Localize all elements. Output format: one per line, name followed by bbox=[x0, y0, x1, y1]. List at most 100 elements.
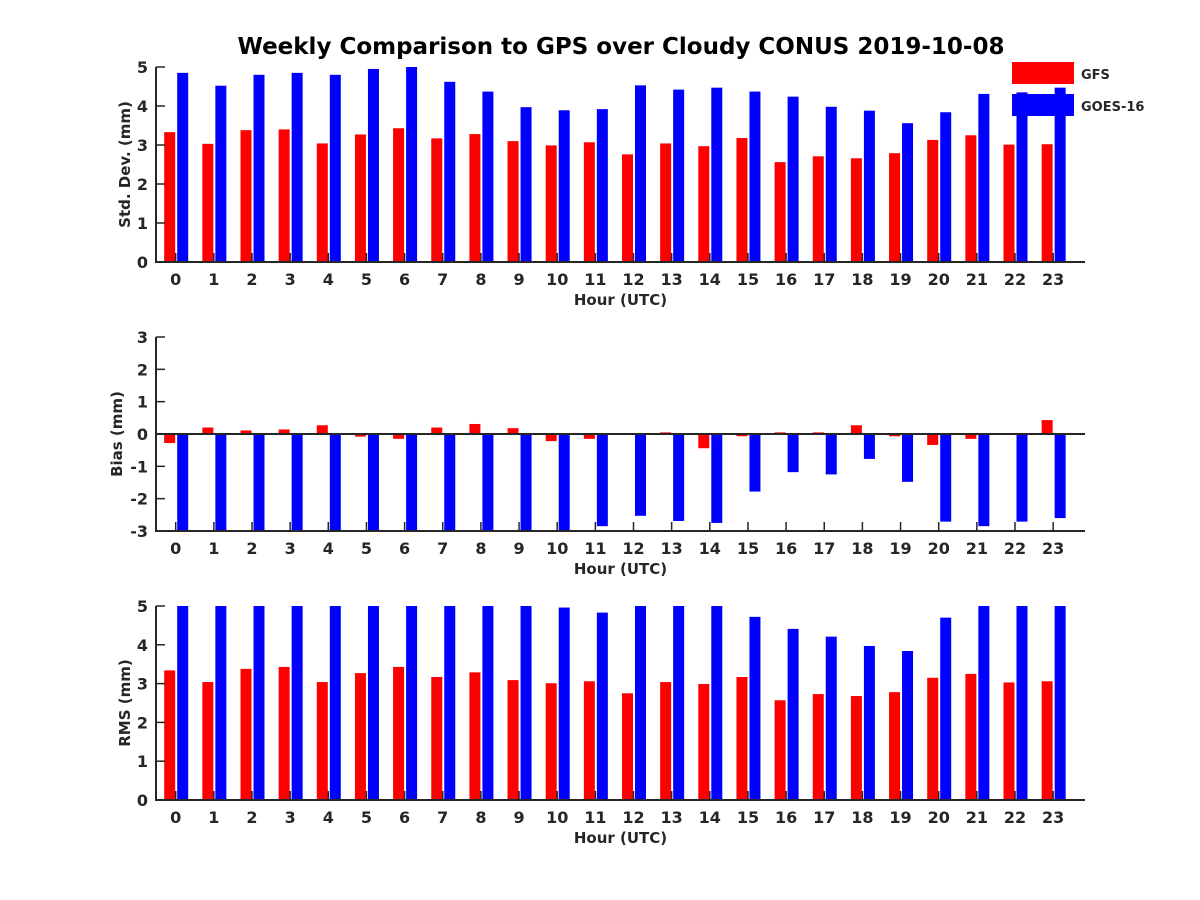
bar-gfs-11 bbox=[583, 434, 595, 439]
bar-gfs-13 bbox=[660, 682, 672, 800]
x-tick-label: 8 bbox=[475, 539, 486, 558]
x-tick-label: 21 bbox=[966, 808, 988, 827]
bar-gfs-7 bbox=[431, 677, 443, 800]
y-tick-label: 0 bbox=[137, 425, 148, 444]
bar-goes-16-13 bbox=[673, 606, 685, 800]
x-tick-label: 2 bbox=[246, 539, 257, 558]
x-tick-label: 12 bbox=[622, 808, 644, 827]
y-tick-label: -1 bbox=[130, 457, 148, 476]
bar-gfs-18 bbox=[850, 158, 862, 262]
x-tick-label: 6 bbox=[399, 539, 410, 558]
y-tick-label: 4 bbox=[137, 97, 148, 116]
bar-goes-16-9 bbox=[520, 434, 532, 531]
bar-goes-16-13 bbox=[673, 89, 685, 263]
x-tick-label: 17 bbox=[813, 808, 835, 827]
bar-goes-16-21 bbox=[978, 434, 990, 527]
bar-goes-16-18 bbox=[863, 645, 875, 800]
bar-gfs-5 bbox=[354, 673, 366, 800]
x-tick-label: 10 bbox=[546, 539, 568, 558]
bar-goes-16-0 bbox=[177, 434, 189, 531]
x-tick-label: 14 bbox=[699, 539, 721, 558]
bar-goes-16-22 bbox=[1016, 606, 1028, 800]
bar-gfs-19 bbox=[889, 153, 901, 262]
bar-goes-16-2 bbox=[253, 606, 265, 800]
bar-goes-16-18 bbox=[863, 110, 875, 263]
y-tick-label: 2 bbox=[137, 175, 148, 194]
y-axis-label: Std. Dev. (mm) bbox=[116, 101, 134, 228]
bar-goes-16-18 bbox=[863, 434, 875, 459]
x-tick-label: 4 bbox=[323, 808, 334, 827]
x-tick-label: 21 bbox=[966, 539, 988, 558]
bar-goes-16-3 bbox=[291, 434, 303, 531]
bar-gfs-9 bbox=[507, 428, 519, 434]
bar-gfs-5 bbox=[354, 434, 366, 437]
bar-goes-16-3 bbox=[291, 72, 303, 262]
bar-goes-16-19 bbox=[902, 123, 914, 262]
x-tick-label: 3 bbox=[285, 270, 296, 289]
bar-gfs-9 bbox=[507, 141, 519, 262]
x-tick-label: 13 bbox=[661, 539, 683, 558]
bar-goes-16-11 bbox=[596, 434, 608, 527]
y-tick-label: 3 bbox=[137, 675, 148, 694]
y-tick-label: 3 bbox=[137, 328, 148, 347]
bar-goes-16-20 bbox=[940, 434, 952, 522]
bar-goes-16-11 bbox=[596, 612, 608, 800]
x-tick-label: 2 bbox=[246, 808, 257, 827]
x-tick-label: 20 bbox=[928, 539, 950, 558]
x-tick-label: 12 bbox=[622, 539, 644, 558]
x-tick-label: 15 bbox=[737, 270, 759, 289]
bar-gfs-8 bbox=[469, 423, 481, 434]
bar-goes-16-7 bbox=[444, 606, 456, 800]
bar-goes-16-9 bbox=[520, 107, 532, 262]
bar-gfs-17 bbox=[812, 156, 824, 262]
x-tick-label: 14 bbox=[699, 808, 721, 827]
bar-goes-16-8 bbox=[482, 606, 494, 800]
legend-swatch-gfs bbox=[1012, 62, 1074, 84]
bar-goes-16-22 bbox=[1016, 92, 1028, 262]
x-tick-label: 8 bbox=[475, 808, 486, 827]
x-tick-label: 18 bbox=[851, 270, 873, 289]
bar-goes-16-0 bbox=[177, 72, 189, 262]
bar-goes-16-16 bbox=[787, 434, 799, 473]
x-tick-label: 6 bbox=[399, 270, 410, 289]
x-tick-label: 23 bbox=[1042, 270, 1064, 289]
x-tick-label: 16 bbox=[775, 808, 797, 827]
x-tick-label: 9 bbox=[513, 270, 524, 289]
bar-gfs-4 bbox=[316, 143, 328, 262]
y-tick-label: 1 bbox=[137, 393, 148, 412]
x-tick-label: 11 bbox=[584, 539, 606, 558]
x-tick-label: 19 bbox=[889, 270, 911, 289]
x-tick-label: 11 bbox=[584, 808, 606, 827]
bar-goes-16-23 bbox=[1054, 606, 1066, 800]
bar-goes-16-2 bbox=[253, 434, 265, 531]
bar-goes-16-5 bbox=[367, 606, 379, 800]
bar-goes-16-10 bbox=[558, 110, 570, 262]
bar-goes-16-15 bbox=[749, 434, 761, 492]
chart-title: Weekly Comparison to GPS over Cloudy CON… bbox=[238, 34, 1005, 60]
bar-goes-16-11 bbox=[596, 109, 608, 263]
bar-goes-16-14 bbox=[711, 87, 723, 262]
legend-label-gfs: GFS bbox=[1081, 68, 1110, 83]
bar-goes-16-17 bbox=[825, 434, 837, 475]
bar-gfs-17 bbox=[812, 694, 824, 800]
x-tick-label: 5 bbox=[361, 808, 372, 827]
bar-goes-16-14 bbox=[711, 606, 723, 800]
bar-gfs-0 bbox=[164, 670, 176, 800]
bar-goes-16-2 bbox=[253, 74, 265, 262]
x-tick-label: 5 bbox=[361, 270, 372, 289]
bar-gfs-20 bbox=[927, 139, 939, 262]
bar-gfs-18 bbox=[850, 696, 862, 800]
bar-gfs-16 bbox=[774, 700, 786, 800]
x-tick-label: 0 bbox=[170, 808, 181, 827]
bar-gfs-23 bbox=[1041, 144, 1053, 262]
x-tick-label: 21 bbox=[966, 270, 988, 289]
bar-gfs-7 bbox=[431, 427, 443, 434]
x-tick-label: 23 bbox=[1042, 539, 1064, 558]
bar-goes-16-4 bbox=[329, 606, 341, 800]
bar-gfs-2 bbox=[240, 130, 252, 262]
bar-gfs-7 bbox=[431, 138, 443, 262]
bar-goes-16-6 bbox=[406, 606, 418, 800]
bar-goes-16-1 bbox=[215, 434, 227, 531]
